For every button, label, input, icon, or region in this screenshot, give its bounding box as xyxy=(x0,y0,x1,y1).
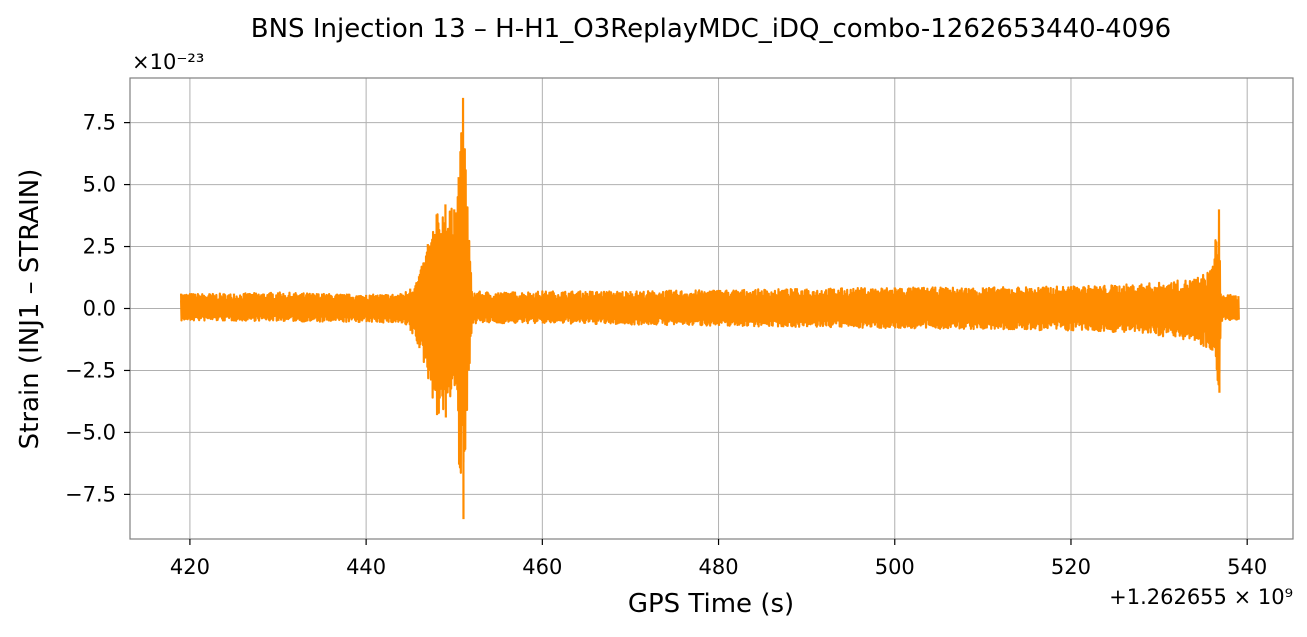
chart-title: BNS Injection 13 – H-H1_O3ReplayMDC_iDQ_… xyxy=(251,14,1171,44)
y-tick-label: 0.0 xyxy=(83,297,116,321)
x-tick-label: 460 xyxy=(522,555,562,579)
strain-series-line xyxy=(180,97,1240,520)
x-tick-label: 540 xyxy=(1227,555,1267,579)
data-layer xyxy=(180,97,1240,520)
x-axis-title: GPS Time (s) xyxy=(628,589,794,619)
y-tick-label: −7.5 xyxy=(65,482,116,506)
y-tick-label: 2.5 xyxy=(83,235,116,259)
tick-layer: 420 440 460 480 500 520 540 7.5 5.0 2.5 0.0 −2.5 −5.… xyxy=(65,111,1267,579)
x-offset-label: +1.262655 × 10⁹ xyxy=(1109,585,1293,609)
x-tick-label: 520 xyxy=(1051,555,1091,579)
x-tick-label: 480 xyxy=(699,555,739,579)
y-tick-label: 7.5 xyxy=(83,111,116,135)
y-scale-label: ×10⁻²³ xyxy=(132,50,204,74)
x-tick-label: 440 xyxy=(346,555,386,579)
y-axis-title: Strain (INJ1 – STRAIN) xyxy=(15,169,45,450)
y-tick-label: −2.5 xyxy=(65,358,116,382)
y-tick-label: −5.0 xyxy=(65,420,116,444)
x-tick-label: 500 xyxy=(875,555,915,579)
y-tick-label: 5.0 xyxy=(83,173,116,197)
x-tick-label: 420 xyxy=(170,555,210,579)
